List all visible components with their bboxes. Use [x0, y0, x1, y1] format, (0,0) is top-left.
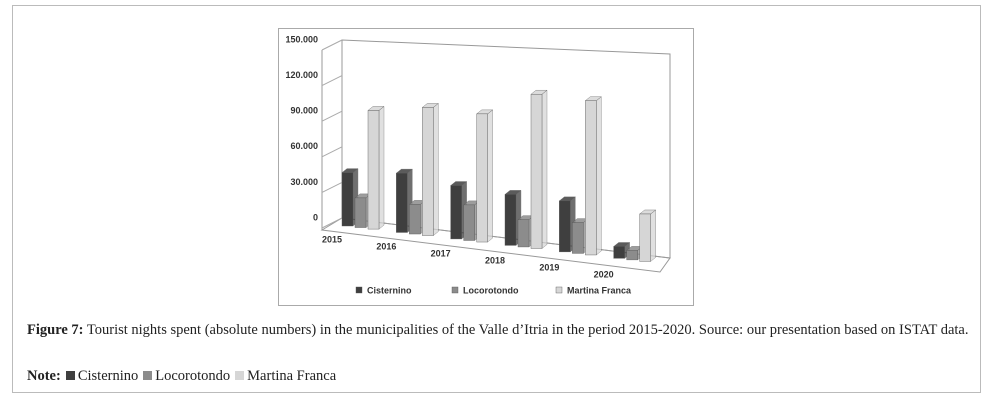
y-tick-label: 120.000 — [285, 70, 318, 80]
note: Note: Cisternino Locorotondo Martina Franca — [27, 366, 972, 387]
note-entry: Cisternino — [77, 368, 139, 384]
bar — [626, 250, 638, 261]
y-tick-label: 90.000 — [290, 106, 318, 116]
note-entry: Martina Franca — [247, 368, 337, 384]
bar — [639, 213, 651, 262]
legend-swatch — [555, 286, 563, 294]
x-tick-label: 2020 — [594, 269, 614, 279]
note-swatch — [143, 371, 153, 380]
y-tick-label: 60.000 — [290, 141, 318, 151]
legend-swatch — [355, 286, 363, 294]
y-tick-label: 0 — [313, 212, 318, 222]
grid-line — [321, 146, 343, 158]
bar — [354, 197, 367, 228]
bar — [341, 172, 354, 227]
bar — [476, 113, 488, 243]
note-entry: Locorotondo — [155, 368, 231, 384]
legend-swatch — [451, 286, 459, 294]
bar — [409, 204, 421, 235]
x-tick-label: 2018 — [485, 255, 505, 265]
x-tick-label: 2015 — [322, 234, 342, 244]
bar — [559, 200, 571, 253]
bar-side — [650, 209, 656, 262]
note-swatch — [65, 371, 75, 380]
bar-side — [541, 89, 548, 249]
caption-text: Tourist nights spent (absolute numbers) … — [86, 322, 969, 338]
bar — [613, 246, 625, 259]
bar — [504, 194, 517, 246]
x-tick-label: 2017 — [431, 248, 451, 258]
chart: 0 30.000 60.000 90.000 120.000 150.000 2015 201… — [278, 28, 694, 306]
note-swatch — [235, 371, 245, 380]
x-tick-label: 2016 — [376, 241, 396, 251]
bar — [572, 222, 584, 254]
grid-line — [321, 110, 343, 122]
bar — [396, 172, 408, 233]
bar — [517, 219, 530, 248]
y-tick-label: 150.000 — [285, 34, 318, 44]
bar-side — [433, 102, 439, 236]
bar — [422, 107, 434, 236]
bar-side — [596, 96, 602, 256]
grid-line — [321, 217, 343, 229]
grid-line — [321, 75, 343, 87]
y-tick-label: 30.000 — [290, 177, 318, 187]
bar — [450, 185, 462, 240]
legend-label: Locorotondo — [463, 285, 519, 295]
bar — [585, 100, 597, 256]
note-label: Note: — [27, 368, 61, 384]
bar-side — [487, 109, 493, 243]
bar — [367, 110, 380, 230]
chart-border — [278, 28, 694, 306]
caption: Figure 7: Tourist nights spent (absolute… — [27, 320, 972, 341]
caption-label: Figure 7: — [27, 322, 84, 338]
grid-line — [321, 39, 343, 51]
grid-line — [321, 181, 343, 193]
bar — [530, 94, 543, 249]
bar-side — [378, 106, 385, 230]
legend-label: Martina Franca — [567, 285, 632, 295]
figure-frame — [12, 5, 981, 393]
x-tick-label: 2019 — [539, 262, 559, 272]
bar — [463, 204, 475, 241]
legend-label: Cisternino — [367, 285, 412, 295]
